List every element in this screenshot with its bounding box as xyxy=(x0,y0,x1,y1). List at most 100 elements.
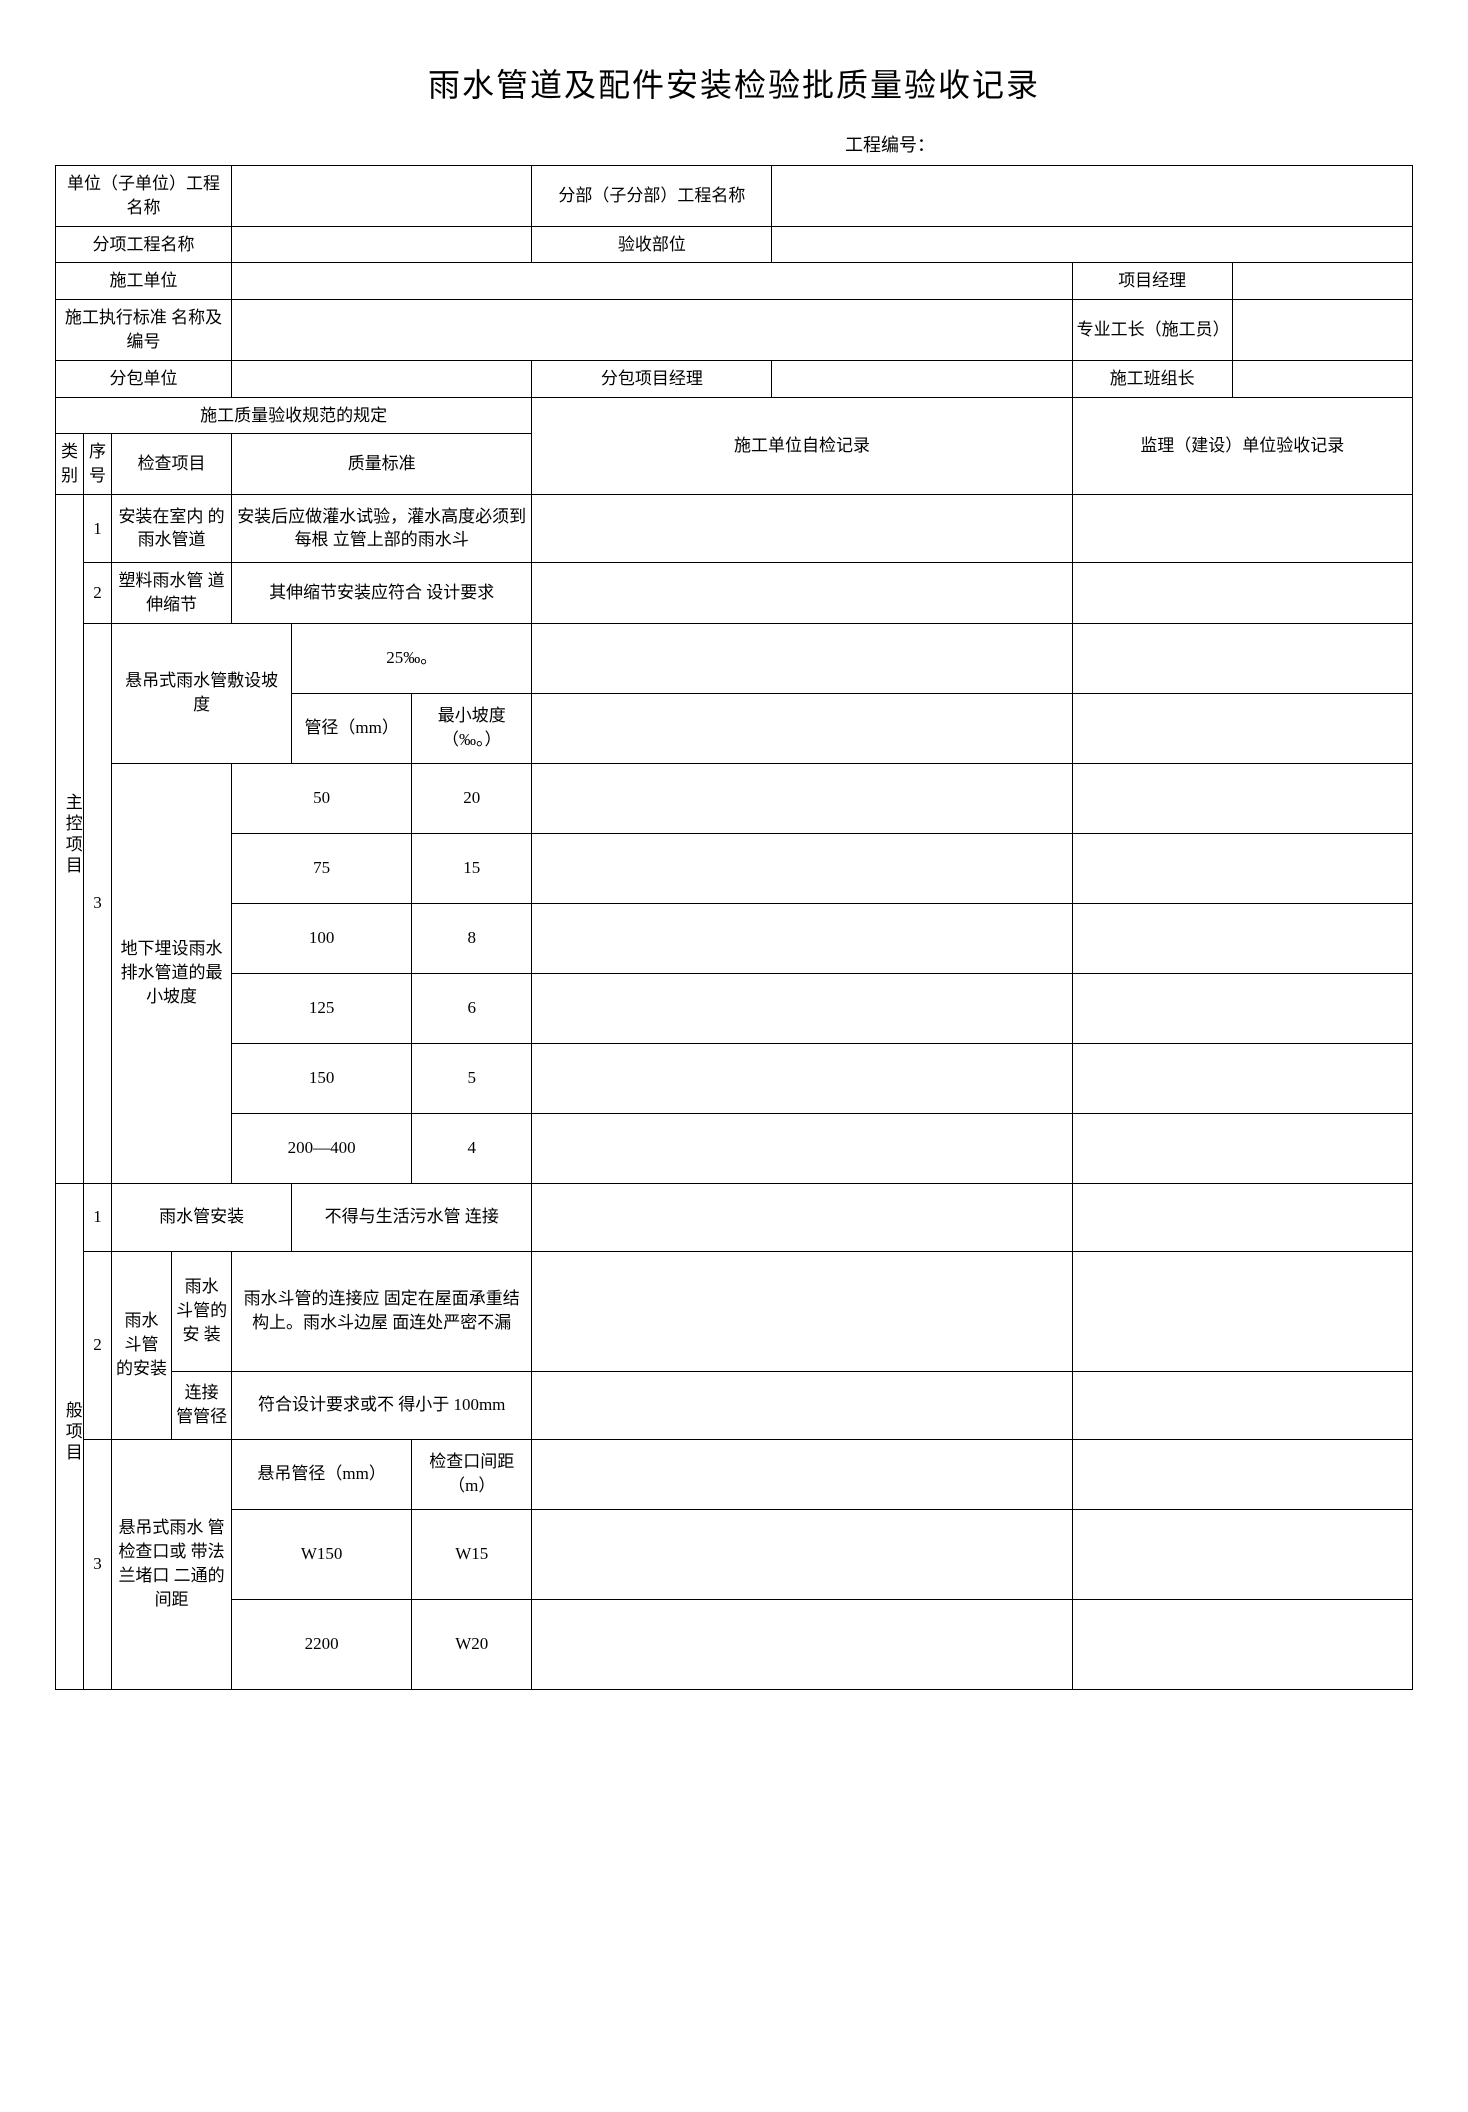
general-section-label: 般项目 xyxy=(56,1183,84,1689)
sub-project-value xyxy=(772,166,1413,227)
main-seq-1: 1 xyxy=(84,494,112,562)
pipe-dia-0: 50 xyxy=(232,763,412,833)
main-selfcheck-3-4 xyxy=(532,973,1072,1043)
standard-label: 施工执行标准 名称及编号 xyxy=(56,300,232,361)
min-slope-header: 最小坡度（‰。） xyxy=(412,693,532,763)
gen-selfcheck-2b xyxy=(532,1371,1072,1439)
subcontract-value xyxy=(232,360,532,397)
gen-std-1: 不得与生活污水管 连接 xyxy=(292,1183,532,1251)
pipe-dia-2: 100 xyxy=(232,903,412,973)
unit-project-label: 单位（子单位）工程名称 xyxy=(56,166,232,227)
gen-item-1: 雨水管安装 xyxy=(112,1183,292,1251)
main-selfcheck-1 xyxy=(532,494,1072,562)
gen-item-2a: 雨水 斗管的安 装 xyxy=(172,1251,232,1371)
pipe-dia-3: 125 xyxy=(232,973,412,1043)
team-leader-value xyxy=(1232,360,1412,397)
gen-selfcheck-3-1 xyxy=(532,1599,1072,1689)
main-selfcheck-3-6 xyxy=(532,1113,1072,1183)
team-leader-label: 施工班组长 xyxy=(1072,360,1232,397)
standard-value xyxy=(232,300,1073,361)
main-std-2: 其伸缩节安装应符合 设计要求 xyxy=(232,562,532,623)
min-slope-5: 4 xyxy=(412,1113,532,1183)
main-supervision-3-h xyxy=(1072,693,1412,763)
foreman-value xyxy=(1232,300,1412,361)
subcontract-label: 分包单位 xyxy=(56,360,232,397)
main-selfcheck-3-2 xyxy=(532,833,1072,903)
main-item-2: 塑料雨水管 道伸缩节 xyxy=(112,562,232,623)
gen-std-2a: 雨水斗管的连接应 固定在屋面承重结 构上。雨水斗边屋 面连处严密不漏 xyxy=(232,1251,532,1371)
gen-check-dist-1: W20 xyxy=(412,1599,532,1689)
spec-label: 施工质量验收规范的规定 xyxy=(56,397,532,434)
gen-seq-3: 3 xyxy=(84,1439,112,1689)
main-supervision-3-0 xyxy=(1072,623,1412,693)
pipe-dia-4: 150 xyxy=(232,1043,412,1113)
project-number-label: 工程编号： xyxy=(845,131,1413,157)
main-supervision-2 xyxy=(1072,562,1412,623)
gen-hang-dia-1: 2200 xyxy=(232,1599,412,1689)
sub-pm-value xyxy=(772,360,1072,397)
min-slope-3: 6 xyxy=(412,973,532,1043)
foreman-label: 专业工长（施工员） xyxy=(1072,300,1232,361)
construct-unit-label: 施工单位 xyxy=(56,263,232,300)
construct-unit-value xyxy=(232,263,1073,300)
gen-item-2-main: 雨水 斗管 的安装 xyxy=(112,1251,172,1439)
main-selfcheck-3-3 xyxy=(532,903,1072,973)
main-supervision-1 xyxy=(1072,494,1412,562)
check-item-header: 检查项目 xyxy=(112,434,232,495)
gen-supervision-2a xyxy=(1072,1251,1412,1371)
sub-pm-label: 分包项目经理 xyxy=(532,360,772,397)
item-project-label: 分项工程名称 xyxy=(56,226,232,263)
unit-project-value xyxy=(232,166,532,227)
gen-supervision-3-1 xyxy=(1072,1599,1412,1689)
supervision-label: 监理（建设）单位验收记录 xyxy=(1072,397,1412,494)
gen-selfcheck-3-0 xyxy=(532,1509,1072,1599)
pipe-dia-header: 管径（mm） xyxy=(292,693,412,763)
item-project-value xyxy=(232,226,532,263)
pipe-dia-1: 75 xyxy=(232,833,412,903)
gen-selfcheck-3-h xyxy=(532,1439,1072,1509)
main-std-3-top: 25‰。 xyxy=(292,623,532,693)
min-slope-4: 5 xyxy=(412,1043,532,1113)
min-slope-0: 20 xyxy=(412,763,532,833)
main-selfcheck-3-1 xyxy=(532,763,1072,833)
inspection-table: 单位（子单位）工程名称 分部（子分部）工程名称 分项工程名称 验收部位 施工单位… xyxy=(55,165,1413,1690)
main-supervision-3-6 xyxy=(1072,1113,1412,1183)
gen-item-3: 悬吊式雨水 管检查口或 带法兰堵口 二通的间距 xyxy=(112,1439,232,1689)
gen-selfcheck-2a xyxy=(532,1251,1072,1371)
main-supervision-3-5 xyxy=(1072,1043,1412,1113)
quality-std-header: 质量标准 xyxy=(232,434,532,495)
main-selfcheck-2 xyxy=(532,562,1072,623)
seq-header: 序号 xyxy=(84,434,112,495)
gen-hang-dia-0: W150 xyxy=(232,1509,412,1599)
main-selfcheck-3-h xyxy=(532,693,1072,763)
page-title: 雨水管道及配件安装检验批质量验收记录 xyxy=(55,60,1413,106)
pm-label: 项目经理 xyxy=(1072,263,1232,300)
main-selfcheck-3-5 xyxy=(532,1043,1072,1113)
gen-check-dist-0: W15 xyxy=(412,1509,532,1599)
min-slope-1: 15 xyxy=(412,833,532,903)
gen-supervision-2b xyxy=(1072,1371,1412,1439)
main-supervision-3-1 xyxy=(1072,763,1412,833)
pipe-dia-5: 200—400 xyxy=(232,1113,412,1183)
sub-project-label: 分部（子分部）工程名称 xyxy=(532,166,772,227)
gen-std-2b: 符合设计要求或不 得小于 100mm xyxy=(232,1371,532,1439)
gen-item-2b: 连接 管管径 xyxy=(172,1371,232,1439)
self-check-label: 施工单位自检记录 xyxy=(532,397,1072,494)
main-item-1: 安装在室内 的雨水管道 xyxy=(112,494,232,562)
main-supervision-3-4 xyxy=(1072,973,1412,1043)
main-item-3b: 地下埋设雨水排水管道的最小坡度 xyxy=(112,763,232,1183)
gen-seq-1: 1 xyxy=(84,1183,112,1251)
category-header: 类别 xyxy=(56,434,84,495)
gen-supervision-3-0 xyxy=(1072,1509,1412,1599)
main-section-label: 主控项目 xyxy=(56,494,84,1183)
gen-hang-dia-header: 悬吊管径（mm） xyxy=(232,1439,412,1509)
main-item-3a: 悬吊式雨水管敷设坡 度 xyxy=(112,623,292,763)
main-seq-2: 2 xyxy=(84,562,112,623)
min-slope-2: 8 xyxy=(412,903,532,973)
gen-supervision-1 xyxy=(1072,1183,1412,1251)
main-selfcheck-3-0 xyxy=(532,623,1072,693)
accept-part-value xyxy=(772,226,1413,263)
gen-supervision-3-h xyxy=(1072,1439,1412,1509)
accept-part-label: 验收部位 xyxy=(532,226,772,263)
main-seq-3: 3 xyxy=(84,623,112,1183)
